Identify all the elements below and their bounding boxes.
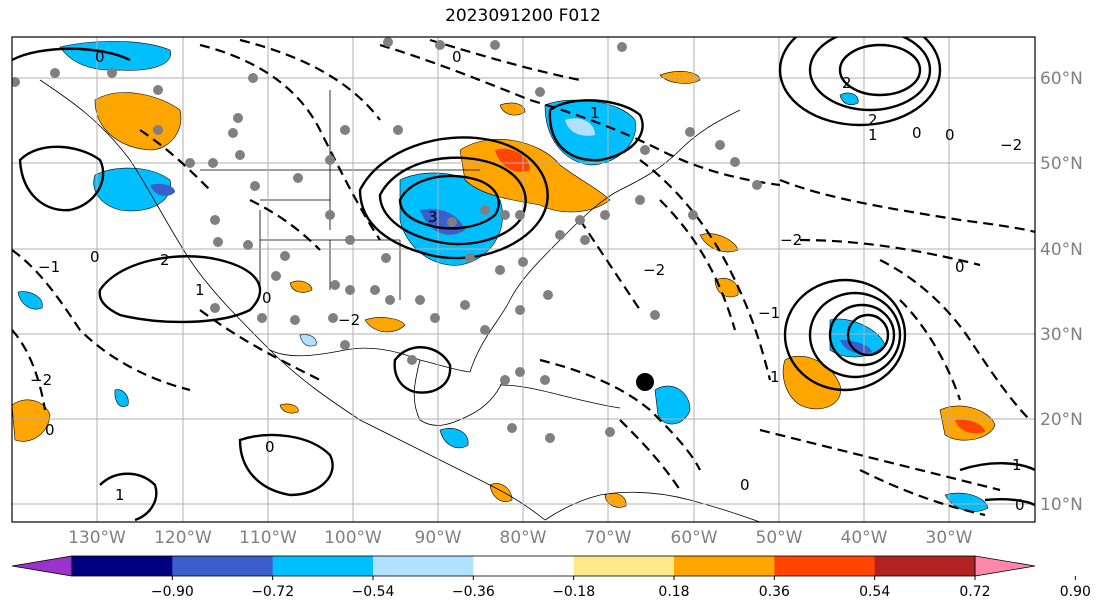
colorbar-tick-label: 0.36 [759,584,790,600]
contour-label-m2c: −2 [643,261,665,279]
colorbar-tick-label: 0.90 [1060,584,1091,600]
map-frame [11,36,1036,523]
longitude-labels: 130°W 120°W 110°W 100°W 90°W 80°W 70°W 6… [68,528,973,548]
contour-label-1d: 1 [770,368,780,386]
colorbar-segment [172,556,274,576]
lat-label: 20°N [1040,410,1083,430]
contour-label-m1b: −1 [758,304,780,322]
contour-label-1b: 1 [868,126,878,144]
contour-label-m2e: −2 [338,311,360,329]
lon-label: 70°W [585,528,632,548]
contour-label-2b: 2 [868,111,878,129]
contour-label-m2: −2 [1000,136,1022,154]
contour-label-3: 3 [428,208,438,226]
colorbar-tick-label: −0.72 [251,584,294,600]
contour-label-0e: 0 [90,248,100,266]
lon-label: 110°W [239,528,297,548]
colorbar-tick-label: −0.36 [452,584,495,600]
lon-label: 40°W [841,528,888,548]
lon-label: 120°W [154,528,212,548]
colorbar-max-extend [974,555,1036,577]
lon-label: 100°W [324,528,382,548]
contour-label-0i: 0 [1015,496,1025,514]
positive-contours [12,37,1035,522]
colorbar-segment [674,556,775,576]
contour-label-m1: −1 [38,258,60,276]
lon-label: 80°W [500,528,547,548]
lon-label: 90°W [415,528,462,548]
contour-labels: 0 1 2 2 1 0 0 −2 3 2 1 0 −1 0 0 1 0 0 1 … [30,48,1025,514]
contour-label-0d: 0 [262,289,272,307]
lon-label: 130°W [68,528,126,548]
lon-label: 50°W [756,528,803,548]
storm-center-marker [636,373,654,391]
colorbar-segment [272,556,374,576]
contour-label-m2d: −2 [780,231,802,249]
contour-label-1f: 1 [1012,456,1022,474]
colorbar-tick-label: 0.54 [859,584,890,600]
map-title: 2023091200 F012 [445,6,601,26]
contour-label-m2b: −2 [30,371,52,389]
contour-label-1c: 1 [195,281,205,299]
colorbar-segment [473,556,575,576]
colorbar-tick-label: −0.90 [151,584,194,600]
lon-label: 60°W [671,528,718,548]
colorbar-segment [573,556,675,576]
lat-label: 10°N [1040,495,1083,515]
contour-label-0b: 0 [912,124,922,142]
colorbar-segment [72,556,173,576]
lat-label: 30°N [1040,325,1083,345]
contour-label-2: 2 [842,74,852,92]
colorbar-tick-label: −0.18 [552,584,595,600]
contour-label-1: 1 [590,104,600,122]
contour-label-0h: 0 [265,438,275,456]
colorbar-segment [874,556,976,576]
lat-label: 40°N [1040,240,1083,260]
colorbar-tick-label: 0.18 [658,584,689,600]
contour-label-0g: 0 [740,476,750,494]
negative-contours [12,38,1035,517]
lat-label: 50°N [1040,154,1083,174]
colorbar-outline [71,555,976,577]
colorbar-segment [373,556,474,576]
contour-label-0f: 0 [955,258,965,276]
station-markers [12,37,762,443]
lat-label: 60°N [1040,69,1083,89]
latitude-labels: 60°N 50°N 40°N 30°N 20°N 10°N [1040,69,1083,515]
contour-label-0c: 0 [945,126,955,144]
contour-label-0k: 0 [452,48,462,66]
contour-label-0: 0 [95,48,105,66]
colorbar-tick-label: 0.72 [959,584,990,600]
contour-label-1e: 1 [115,486,125,504]
lon-label: 30°W [926,528,973,548]
colorbar: −0.90 −0.72 −0.54 −0.36 −0.18 0.18 0.36 0.54 0.7… [11,555,1091,600]
contour-label-2c: 2 [160,251,170,269]
colorbar-segment [774,556,876,576]
contour-label-0j: 0 [45,421,55,439]
colorbar-min-extend [11,555,73,577]
colorbar-tick-label: −0.54 [352,584,395,600]
